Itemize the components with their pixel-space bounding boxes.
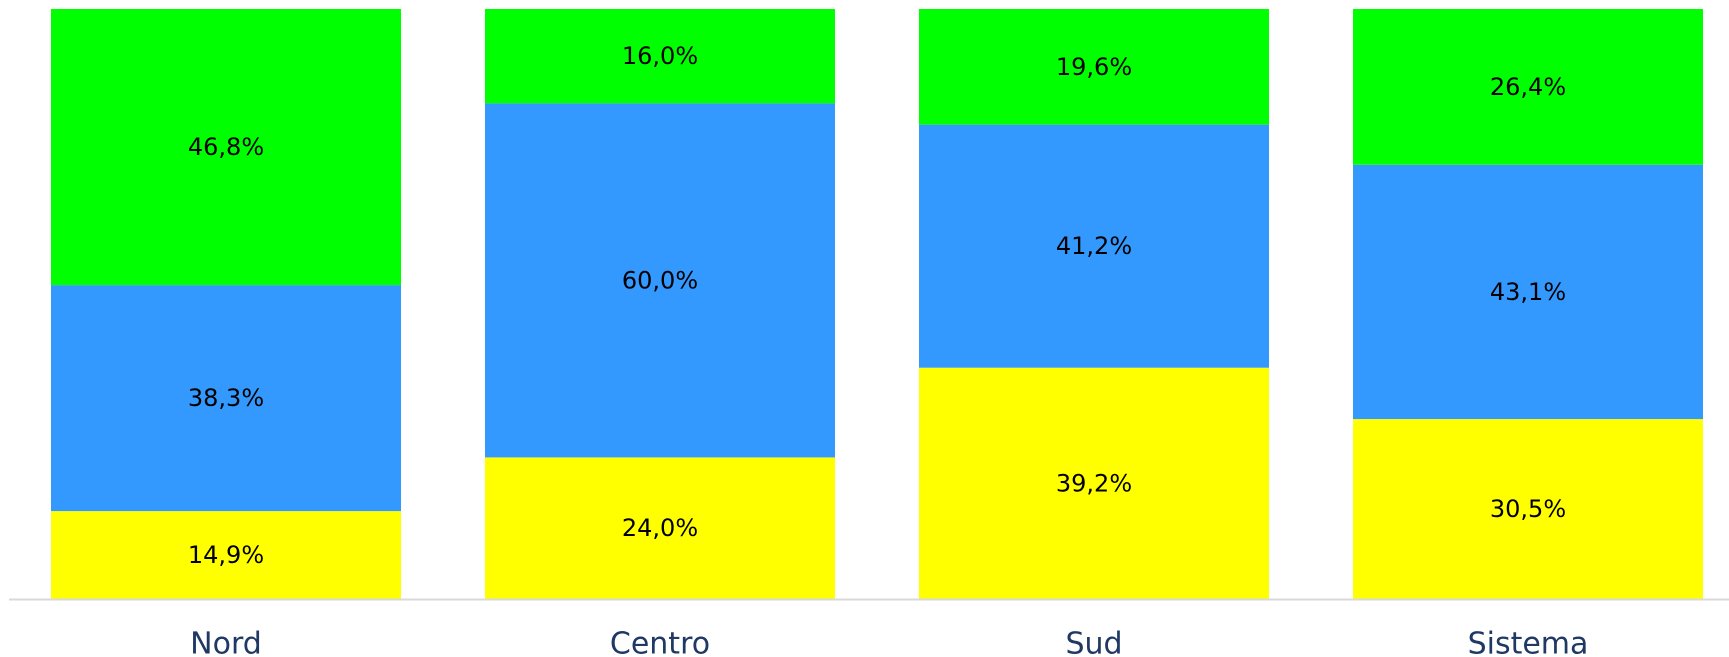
x-tick-labels-layer: Nord Centro Sud Sistema <box>190 627 1588 657</box>
data-label: 26,4% <box>1490 73 1566 101</box>
data-label: 46,8% <box>188 133 264 161</box>
bars-layer <box>51 9 1703 599</box>
bar-segment-sistema-2 <box>1353 164 1703 420</box>
bar-segment-centro-2 <box>485 103 835 458</box>
bar-segment-sistema-1 <box>1353 419 1703 599</box>
bar-segment-centro-1 <box>485 457 835 599</box>
x-tick-label-sistema: Sistema <box>1468 627 1589 657</box>
data-label: 19,6% <box>1056 53 1132 81</box>
bar-segment-sud-1 <box>919 367 1269 599</box>
bar-segment-centro-3 <box>485 9 835 104</box>
bar-segment-nord-1 <box>51 511 401 599</box>
bar-segment-sud-3 <box>919 9 1269 125</box>
x-tick-label-centro: Centro <box>610 627 710 657</box>
data-label: 39,2% <box>1056 469 1132 497</box>
data-label: 41,2% <box>1056 232 1132 260</box>
data-labels-layer: 14,9% 38,3% 46,8% 24,0% 60,0% 16,0% 39,2% 41,2%… <box>188 42 1566 569</box>
data-label: 43,1% <box>1490 278 1566 306</box>
data-label: 14,9% <box>188 541 264 569</box>
data-label: 30,5% <box>1490 495 1566 523</box>
data-label: 38,3% <box>188 384 264 412</box>
data-label: 16,0% <box>622 42 698 70</box>
bar-segment-nord-3 <box>51 9 401 286</box>
x-tick-label-sud: Sud <box>1065 627 1122 657</box>
data-label: 60,0% <box>622 266 698 294</box>
bar-segment-sud-2 <box>919 124 1269 368</box>
data-label: 24,0% <box>622 514 698 542</box>
bar-segment-sistema-3 <box>1353 9 1703 165</box>
bar-segment-nord-2 <box>51 285 401 512</box>
x-tick-label-nord: Nord <box>190 627 262 657</box>
